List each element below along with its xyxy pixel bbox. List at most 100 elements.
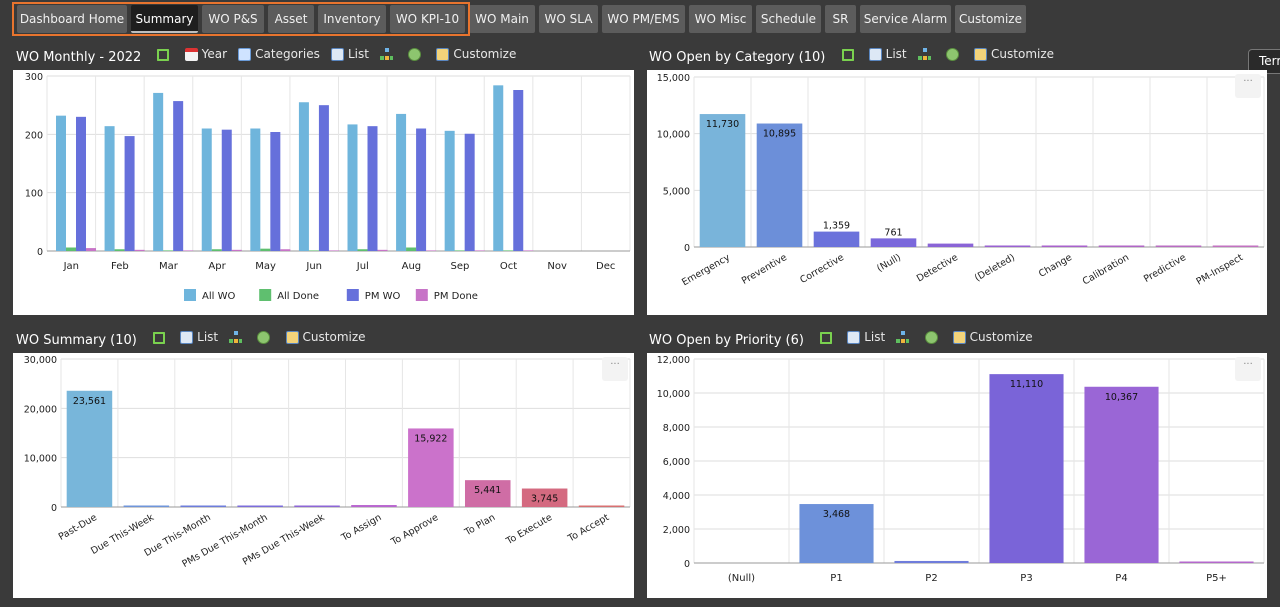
data-label: 23,561 — [73, 396, 106, 407]
summary-hierarchy-button[interactable] — [229, 330, 246, 344]
monthly-export-button[interactable] — [408, 47, 425, 61]
priority-export-button[interactable] — [924, 330, 942, 344]
y-tick-label: 8,000 — [663, 423, 690, 434]
tab-wo-kpi-10[interactable]: WO KPI-10 — [390, 5, 465, 33]
bar — [180, 505, 227, 507]
category-chart: 0 5,000 10,000 15,000 11,730 Emergency 10,895 P… — [657, 73, 1265, 289]
y-tick-label: 5,000 — [663, 186, 690, 197]
bar — [1084, 386, 1159, 563]
tab-wo-sla[interactable]: WO SLA — [539, 5, 598, 33]
bar-all-wo — [153, 92, 164, 252]
bar — [294, 505, 340, 507]
bar — [237, 505, 283, 507]
data-label: 3,468 — [823, 509, 850, 520]
chart-menu-button[interactable]: ··· — [602, 357, 628, 381]
bar — [989, 374, 1064, 563]
y-tick-label: 15,000 — [657, 73, 690, 84]
y-tick-label: 200 — [25, 130, 43, 141]
customize-label: Customize — [302, 330, 366, 344]
y-tick-label: 10,000 — [657, 389, 690, 400]
bar-pm-done — [523, 250, 534, 251]
bar-pm-wo — [221, 129, 232, 251]
priority-expand-button[interactable] — [820, 331, 836, 344]
monthly-year-button[interactable]: Year — [184, 44, 227, 64]
bar-all-wo — [104, 126, 115, 251]
priority-list-button[interactable]: List — [847, 327, 885, 347]
category-chart-panel: 0 5,000 10,000 15,000 11,730 Emergency 10,895 P… — [647, 70, 1267, 315]
bar-all-wo — [250, 128, 261, 251]
category-list-button[interactable]: List — [868, 44, 907, 64]
category-customize-button[interactable]: Customize — [974, 44, 1054, 64]
categories-label: Categories — [255, 47, 320, 61]
summary-panel-title: WO Summary (10) — [16, 332, 137, 348]
legend-label: PM WO — [365, 291, 401, 302]
bar-pm-done — [377, 249, 388, 251]
summary-export-button[interactable] — [257, 330, 274, 344]
category-hierarchy-button[interactable] — [917, 47, 935, 61]
monthly-hierarchy-button[interactable] — [380, 47, 397, 61]
x-tick-label: Jul — [356, 261, 369, 272]
category-export-button[interactable] — [945, 47, 963, 61]
chart-menu-button[interactable]: ··· — [1235, 357, 1261, 381]
bar — [464, 480, 511, 507]
y-tick-label: 6,000 — [663, 457, 690, 468]
bar — [1179, 561, 1254, 563]
x-tick-label: Detective — [915, 252, 960, 284]
tab-service-alarm[interactable]: Service Alarm — [860, 5, 951, 33]
monthly-list-button[interactable]: List — [330, 44, 369, 64]
list-icon — [847, 330, 861, 344]
tab-asset[interactable]: Asset — [268, 5, 314, 33]
bar-pm-wo — [76, 116, 86, 251]
x-tick-label: P2 — [925, 573, 937, 584]
hierarchy-icon — [229, 330, 243, 344]
tab-wo-misc[interactable]: WO Misc — [689, 5, 752, 33]
x-tick-label: Dec — [596, 261, 615, 272]
bar — [1155, 245, 1202, 247]
bar — [756, 123, 803, 247]
customize-icon — [974, 47, 988, 61]
monthly-categories-button[interactable]: Categories — [238, 44, 320, 64]
hierarchy-icon — [896, 330, 910, 344]
customize-label: Customize — [453, 47, 517, 61]
tab-inventory[interactable]: Inventory — [318, 5, 386, 33]
x-tick-label: Jan — [63, 261, 79, 272]
x-tick-label: Change — [1037, 252, 1074, 280]
x-tick-label: Emergency — [680, 252, 732, 289]
summary-expand-button[interactable] — [153, 331, 169, 344]
tab-sr[interactable]: SR — [825, 5, 856, 33]
x-tick-label: Corrective — [798, 252, 846, 286]
data-label: 11,730 — [706, 119, 739, 130]
x-tick-label: Preventive — [740, 252, 789, 287]
data-label: 5,441 — [474, 485, 501, 496]
y-tick-label: 4,000 — [663, 491, 690, 502]
bar-all-done — [357, 249, 368, 251]
side-tab-terr[interactable]: Terr — [1248, 49, 1280, 74]
x-tick-label: P5+ — [1206, 573, 1227, 584]
bar-all-done — [503, 250, 514, 251]
tab-summary[interactable]: Summary — [131, 5, 198, 33]
chart-menu-button[interactable]: ··· — [1235, 74, 1261, 98]
bar-pm-wo — [464, 133, 475, 251]
monthly-expand-button[interactable] — [157, 48, 173, 61]
tab-wo-pm-ems[interactable]: WO PM/EMS — [602, 5, 685, 33]
tab-wo-main[interactable]: WO Main — [469, 5, 535, 33]
priority-customize-button[interactable]: Customize — [952, 327, 1033, 347]
customize-icon — [436, 47, 450, 61]
x-tick-label: Jun — [305, 261, 322, 272]
customize-icon — [952, 330, 966, 344]
priority-hierarchy-button[interactable] — [896, 330, 913, 344]
customize-label: Customize — [991, 47, 1055, 61]
category-expand-button[interactable] — [841, 48, 858, 61]
dashboard-tab-bar: Dashboard Home Summary WO P&S Asset Inve… — [0, 0, 1280, 40]
tab-customize[interactable]: Customize — [955, 5, 1026, 33]
tab-dashboard-home[interactable]: Dashboard Home — [17, 5, 127, 33]
expand-icon — [820, 331, 833, 344]
category-panel-title: WO Open by Category (10) — [649, 49, 826, 65]
tab-wo-ps[interactable]: WO P&S — [202, 5, 264, 33]
tab-schedule[interactable]: Schedule — [756, 5, 821, 33]
summary-list-button[interactable]: List — [180, 327, 218, 347]
x-tick-label: To Plan — [462, 512, 497, 539]
summary-customize-button[interactable]: Customize — [285, 327, 366, 347]
monthly-customize-button[interactable]: Customize — [436, 44, 516, 64]
